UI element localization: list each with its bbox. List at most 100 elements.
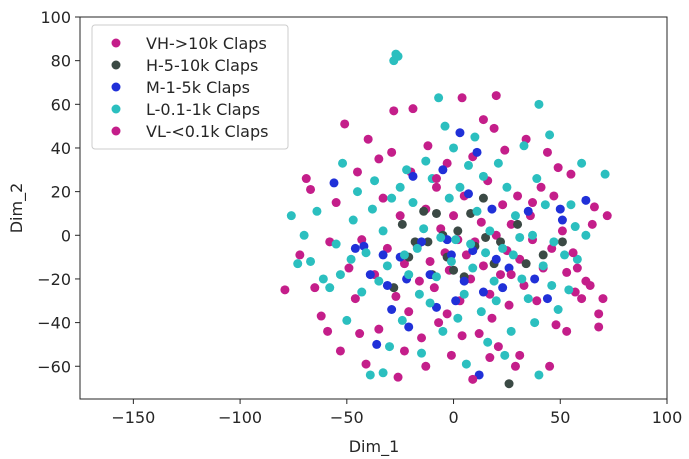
data-point-series-2: [555, 204, 565, 214]
data-point-series-3: [545, 130, 555, 140]
data-point-series-0: [478, 261, 488, 271]
data-point-series-0: [331, 198, 341, 208]
data-point-series-4: [528, 198, 538, 208]
data-point-series-2: [446, 250, 456, 260]
data-point-series-3: [468, 263, 478, 273]
data-point-series-0: [295, 250, 305, 260]
data-point-series-3: [421, 156, 431, 166]
data-point-series-2: [498, 283, 508, 293]
data-point-series-3: [553, 305, 563, 315]
data-point-series-2: [431, 302, 441, 312]
y-tick-label: 0: [61, 226, 71, 245]
data-point-series-0: [449, 211, 459, 221]
data-point-series-0: [344, 263, 354, 273]
data-point-series-3: [519, 141, 529, 151]
data-point-series-0: [387, 147, 397, 157]
data-point-series-3: [318, 274, 328, 284]
data-point-series-0: [491, 91, 501, 101]
data-point-series-0: [476, 217, 486, 227]
data-point-series-1: [521, 259, 531, 269]
data-point-series-3: [470, 132, 480, 142]
data-point-series-3: [367, 204, 377, 214]
data-point-series-3: [286, 211, 296, 221]
data-point-series-3: [478, 171, 488, 181]
data-point-series-3: [342, 315, 352, 325]
data-point-series-3: [600, 169, 610, 179]
data-point-series-2: [487, 204, 497, 214]
data-point-series-1: [538, 250, 548, 260]
data-point-series-3: [306, 256, 316, 266]
data-point-series-3: [581, 230, 591, 240]
data-point-series-4: [323, 326, 333, 336]
data-point-series-2: [523, 206, 533, 216]
legend-label: VH->10k Claps: [146, 34, 267, 53]
data-point-series-0: [515, 254, 525, 264]
y-tick-label: −40: [37, 314, 71, 333]
data-point-series-0: [536, 182, 546, 192]
data-point-series-3: [577, 158, 587, 168]
data-point-series-0: [316, 311, 326, 321]
data-point-series-0: [510, 361, 520, 371]
data-point-series-2: [451, 296, 461, 306]
legend-box: [91, 24, 289, 150]
data-point-series-4: [585, 280, 595, 290]
data-point-series-0: [429, 283, 439, 293]
data-point-series-0: [461, 250, 471, 260]
data-point-series-2: [472, 147, 482, 157]
data-point-series-0: [340, 119, 350, 129]
data-point-series-1: [481, 232, 491, 242]
data-point-series-3: [515, 232, 525, 242]
data-point-series-3: [346, 254, 356, 264]
data-point-series-0: [496, 270, 506, 280]
data-point-series-2: [463, 189, 473, 199]
legend-label: VL-<0.1k Claps: [146, 122, 268, 141]
data-point-series-2: [408, 171, 418, 181]
data-point-series-0: [457, 93, 467, 103]
data-point-series-0: [408, 104, 418, 114]
data-point-series-2: [329, 178, 339, 188]
data-point-series-3: [510, 211, 520, 221]
data-point-series-3: [485, 226, 495, 236]
data-point-series-2: [378, 250, 388, 260]
data-point-series-0: [434, 318, 444, 328]
data-point-series-3: [560, 250, 570, 260]
data-point-series-3: [493, 158, 503, 168]
data-point-series-4: [485, 353, 495, 363]
data-point-series-1: [419, 206, 429, 216]
data-point-series-0: [566, 169, 576, 179]
data-point-series-0: [414, 276, 424, 286]
data-point-series-4: [500, 145, 510, 155]
data-point-series-0: [602, 211, 612, 221]
data-point-series-2: [365, 270, 375, 280]
data-point-series-1: [453, 226, 463, 236]
data-point-series-0: [352, 167, 362, 177]
data-point-series-1: [431, 208, 441, 218]
data-point-series-0: [474, 329, 484, 339]
data-point-series-2: [542, 294, 552, 304]
y-axis-ticks: −60 −40 −20 0 20 40 60 80 100: [37, 8, 80, 376]
data-point-series-1: [557, 237, 567, 247]
data-point-series-2: [474, 370, 484, 380]
data-point-series-3: [451, 235, 461, 245]
y-axis-label: Dim_2: [7, 183, 27, 234]
data-point-series-2: [478, 287, 488, 297]
data-point-series-0: [423, 141, 433, 151]
data-point-series-3: [419, 224, 429, 234]
data-point-series-3: [361, 248, 371, 258]
data-point-series-3: [440, 121, 450, 131]
legend-marker: [111, 104, 121, 114]
data-point-series-1: [504, 379, 514, 389]
legend-marker: [111, 60, 121, 70]
data-point-series-3: [476, 307, 486, 317]
data-point-series-4: [335, 346, 345, 356]
data-point-series-3: [436, 232, 446, 242]
data-point-series-3: [338, 158, 348, 168]
data-point-series-4: [589, 202, 599, 212]
data-point-series-3: [566, 200, 576, 210]
data-point-series-3: [534, 99, 544, 109]
data-point-series-4: [594, 322, 604, 332]
data-point-series-3: [540, 200, 550, 210]
data-point-series-0: [404, 307, 414, 317]
data-point-series-4: [493, 342, 503, 352]
